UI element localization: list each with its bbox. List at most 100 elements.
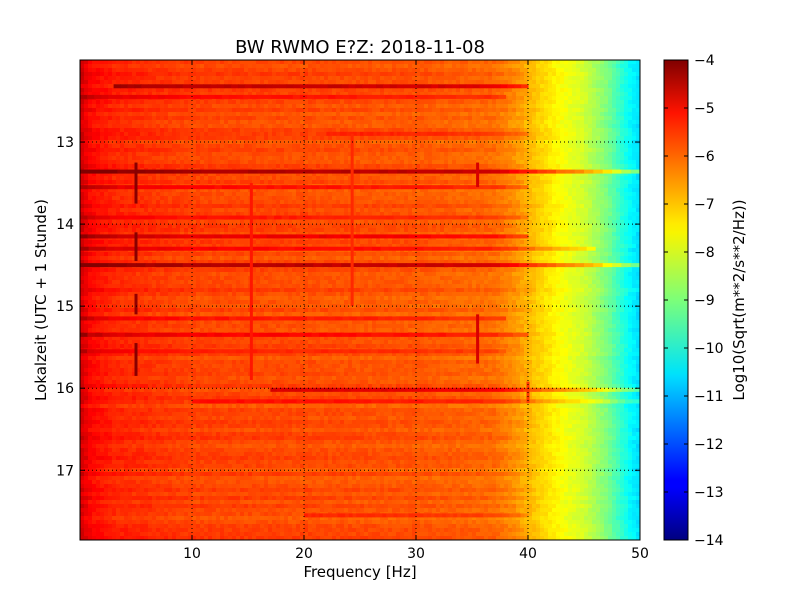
heatmap-cell: [348, 108, 353, 113]
heatmap-cell: [368, 112, 373, 117]
heatmap-cell: [636, 60, 640, 65]
heatmap-cell: [208, 116, 213, 121]
heatmap-cell: [600, 64, 605, 69]
heatmap-cell: [288, 164, 293, 169]
heatmap-cell: [500, 88, 505, 93]
heatmap-cell: [580, 68, 585, 73]
heatmap-cell: [596, 136, 601, 141]
heatmap-cell: [564, 152, 569, 157]
heatmap-cell: [388, 72, 393, 77]
heatmap-cell: [136, 88, 141, 93]
heatmap-cell: [168, 64, 173, 69]
heatmap-cell: [84, 192, 89, 197]
heatmap-cell: [180, 92, 185, 97]
heatmap-cell: [292, 116, 297, 121]
heatmap-cell: [312, 152, 317, 157]
heatmap-cell: [632, 84, 637, 89]
heatmap-cell: [152, 80, 157, 85]
heatmap-cell: [612, 68, 617, 73]
heatmap-cell: [100, 140, 105, 145]
heatmap-cell: [292, 80, 297, 85]
heatmap-cell: [220, 132, 225, 137]
heatmap-cell: [252, 164, 257, 169]
heatmap-cell: [452, 172, 457, 177]
heatmap-cell: [300, 172, 305, 177]
heatmap-cell: [188, 92, 193, 97]
heatmap-cell: [544, 76, 549, 81]
heatmap-cell: [100, 64, 105, 69]
heatmap-cell: [308, 68, 313, 73]
heatmap-cell: [568, 84, 573, 89]
heatmap-cell: [360, 72, 365, 77]
heatmap-cell: [552, 188, 557, 193]
heatmap-cell: [560, 112, 565, 117]
heatmap-cell: [208, 76, 213, 81]
heatmap-cell: [216, 196, 221, 201]
heatmap-cell: [440, 192, 445, 197]
heatmap-cell: [556, 180, 561, 185]
heatmap-cell: [280, 116, 285, 121]
heatmap-cell: [252, 60, 257, 65]
heatmap-cell: [208, 68, 213, 73]
heatmap-cell: [524, 104, 529, 109]
heatmap-cell: [412, 120, 417, 125]
heatmap-cell: [112, 108, 117, 113]
heatmap-cell: [292, 72, 297, 77]
heatmap-cell: [460, 176, 465, 181]
heatmap-cell: [608, 196, 613, 201]
heatmap-cell: [612, 184, 617, 189]
heatmap-cell: [456, 196, 461, 201]
heatmap-cell: [200, 100, 205, 105]
heatmap-cell: [140, 188, 145, 193]
heatmap-cell: [344, 200, 349, 205]
heatmap-cell: [356, 76, 361, 81]
heatmap-cell: [220, 68, 225, 73]
heatmap-cell: [428, 92, 433, 97]
heatmap-cell: [476, 148, 481, 153]
heatmap-cell: [88, 68, 93, 73]
heatmap-cell: [248, 68, 253, 73]
heatmap-cell: [84, 188, 89, 193]
heatmap-cell: [356, 176, 361, 181]
heatmap-cell: [588, 64, 593, 69]
heatmap-cell: [140, 60, 145, 65]
heatmap-cell: [448, 112, 453, 117]
heatmap-cell: [368, 176, 373, 181]
heatmap-cell: [548, 84, 553, 89]
heatmap-cell: [308, 108, 313, 113]
heatmap-cell: [400, 112, 405, 117]
heatmap-cell: [456, 156, 461, 161]
heatmap-cell: [444, 128, 449, 133]
heatmap-cell: [468, 92, 473, 97]
heatmap-cell: [512, 128, 517, 133]
heatmap-cell: [104, 108, 109, 113]
heatmap-cell: [200, 64, 205, 69]
heatmap-cell: [252, 156, 257, 161]
heatmap-cell: [244, 100, 249, 105]
heatmap-cell: [496, 108, 501, 113]
heatmap-cell: [364, 136, 369, 141]
heatmap-cell: [552, 60, 557, 65]
heatmap-cell: [540, 132, 545, 137]
heatmap-cell: [356, 88, 361, 93]
heatmap-cell: [208, 60, 213, 65]
heatmap-cell: [504, 96, 509, 101]
heatmap-cell: [408, 192, 413, 197]
heatmap-cell: [448, 104, 453, 109]
heatmap-cell: [148, 156, 153, 161]
heatmap-cell: [376, 164, 381, 169]
heatmap-cell: [492, 144, 497, 149]
heatmap-cell: [116, 108, 121, 113]
heatmap-cell: [316, 188, 321, 193]
heatmap-cell: [496, 120, 501, 125]
heatmap-cell: [520, 164, 525, 169]
heatmap-cell: [84, 144, 89, 149]
heatmap-cell: [532, 148, 537, 153]
heatmap-cell: [400, 88, 405, 93]
heatmap-cell: [300, 196, 305, 201]
heatmap-cell: [224, 104, 229, 109]
heatmap-cell: [360, 60, 365, 65]
heatmap-cell: [516, 100, 521, 105]
heatmap-cell: [236, 176, 241, 181]
heatmap-cell: [124, 180, 129, 185]
